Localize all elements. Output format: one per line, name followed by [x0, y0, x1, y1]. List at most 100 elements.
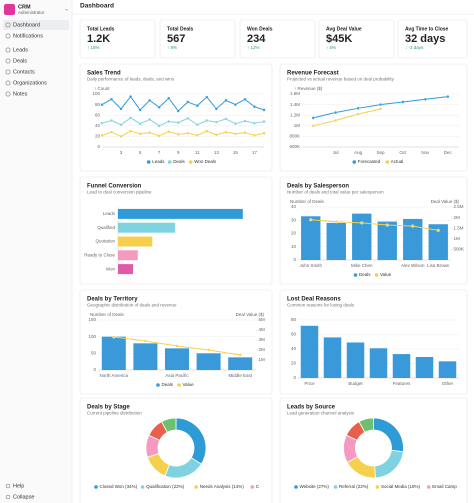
- series-point: [378, 107, 383, 111]
- series-point: [334, 220, 338, 224]
- kpi-trend: ↑ 15%: [87, 45, 100, 50]
- x-tick-label: Budget: [348, 381, 363, 386]
- series-line: [101, 95, 265, 112]
- series-point: [119, 123, 123, 127]
- series-point: [252, 133, 257, 137]
- y-tick-label: 40: [291, 346, 297, 351]
- series-point: [100, 133, 104, 137]
- y-tick-label: 80: [95, 102, 101, 107]
- series-point: [411, 224, 415, 228]
- chart-title: Deals by Salesperson: [287, 184, 349, 190]
- kpi-value: 567: [167, 33, 185, 45]
- nav-active: [3, 20, 69, 30]
- kpi-label: Won Deals: [247, 26, 273, 32]
- bar: [118, 264, 134, 275]
- bar: [415, 356, 434, 378]
- chart-title: Lost Deal Reasons: [287, 297, 341, 303]
- y-tick-label: 40: [95, 123, 101, 128]
- y-axis-label: ↑ Revenue ($): [294, 86, 323, 91]
- series-point: [157, 134, 161, 138]
- series-line: [313, 108, 381, 127]
- nav-item[interactable]: Notifications: [13, 33, 43, 39]
- series-point: [195, 133, 199, 137]
- collapse-chevron[interactable]: ⌄: [64, 7, 69, 13]
- y-tick-label: 20: [291, 231, 297, 236]
- legend-label: Needs Analysis (14%): [200, 484, 245, 489]
- series-line: [310, 219, 439, 231]
- series-point: [252, 121, 257, 125]
- y-tick-label: Qualified: [97, 225, 115, 230]
- series-point: [109, 118, 114, 123]
- series-point: [238, 353, 242, 357]
- nav-icon: [5, 91, 11, 97]
- nav-item[interactable]: Organizations: [13, 80, 47, 86]
- legend-label: Social Media (18%): [381, 484, 421, 489]
- x-tick-label: 3: [120, 150, 123, 155]
- chart-card: [79, 63, 273, 172]
- legend-label: C: [256, 484, 260, 489]
- series-point: [143, 339, 147, 343]
- bar: [118, 250, 138, 261]
- series-point: [385, 223, 389, 227]
- y-tick-label: Won: [106, 266, 116, 271]
- legend-swatch: [374, 273, 379, 277]
- x-tick-label: Aug: [354, 150, 363, 155]
- footer-icon: [5, 483, 11, 489]
- y-tick-label: 800K: [289, 134, 300, 139]
- x-tick-label: Jul: [333, 150, 339, 155]
- legend-swatch: [156, 383, 160, 387]
- kpi-card: [159, 19, 236, 59]
- legend-swatch: [188, 160, 193, 164]
- series-point: [262, 131, 266, 135]
- legend-label: Email Camp: [432, 484, 457, 489]
- legend-label: Value: [380, 272, 392, 277]
- y-tick-label: 60: [291, 332, 297, 337]
- series-point: [138, 108, 142, 112]
- y-tick-label: 1.2M: [290, 112, 300, 117]
- nav-item[interactable]: Contacts: [13, 69, 35, 75]
- series-point: [243, 119, 247, 123]
- nav-item[interactable]: Dashboard: [13, 22, 40, 28]
- legend-label: Website (27%): [300, 484, 330, 489]
- series-point: [129, 95, 133, 99]
- legend-swatch: [94, 485, 98, 489]
- legend-swatch: [146, 160, 151, 164]
- x-tick-label: Nov: [421, 150, 430, 155]
- legend-label: Deals: [162, 382, 174, 387]
- legend-label: Value: [183, 382, 195, 387]
- series-point: [195, 104, 199, 108]
- x-tick-label: Price: [304, 381, 315, 386]
- y-tick-label: 30: [291, 217, 297, 222]
- y-axis-label: Number of Deals: [290, 199, 325, 204]
- y-tick-label: 1.4M: [290, 102, 300, 107]
- x-tick-label: Dec: [444, 150, 453, 155]
- x-tick-label: 13: [214, 150, 220, 155]
- series-line: [101, 130, 265, 137]
- series-point: [252, 105, 257, 109]
- bar: [164, 348, 190, 370]
- series-point: [148, 98, 152, 102]
- footer-item[interactable]: Collapse: [13, 494, 34, 500]
- nav-item[interactable]: Leads: [13, 47, 28, 53]
- series-point: [311, 116, 315, 120]
- nav-item[interactable]: Deals: [13, 58, 27, 64]
- chart-card: [279, 397, 468, 503]
- y-axis-label: Number of Deals: [90, 312, 125, 317]
- y2-tick-label: 500K: [454, 247, 465, 252]
- x-tick-label: Mike Chen: [351, 263, 373, 268]
- footer-item[interactable]: Help: [13, 483, 24, 489]
- chart-subtitle: Common reasons for losing deals: [287, 303, 355, 308]
- legend-swatch: [352, 160, 357, 164]
- y-tick-label: 1M: [294, 123, 301, 128]
- legend-label: Referral (22%): [339, 484, 369, 489]
- series-point: [205, 95, 209, 99]
- bar: [377, 221, 397, 260]
- kpi-card: [318, 19, 395, 59]
- y-tick-label: 150: [88, 317, 96, 322]
- series-point: [167, 120, 171, 124]
- y2-tick-label: 2M: [454, 215, 461, 220]
- x-tick-label: 9: [177, 150, 180, 155]
- y-tick-label: Quotation: [95, 239, 115, 244]
- series-point: [167, 130, 171, 134]
- nav-item[interactable]: Notes: [13, 91, 28, 97]
